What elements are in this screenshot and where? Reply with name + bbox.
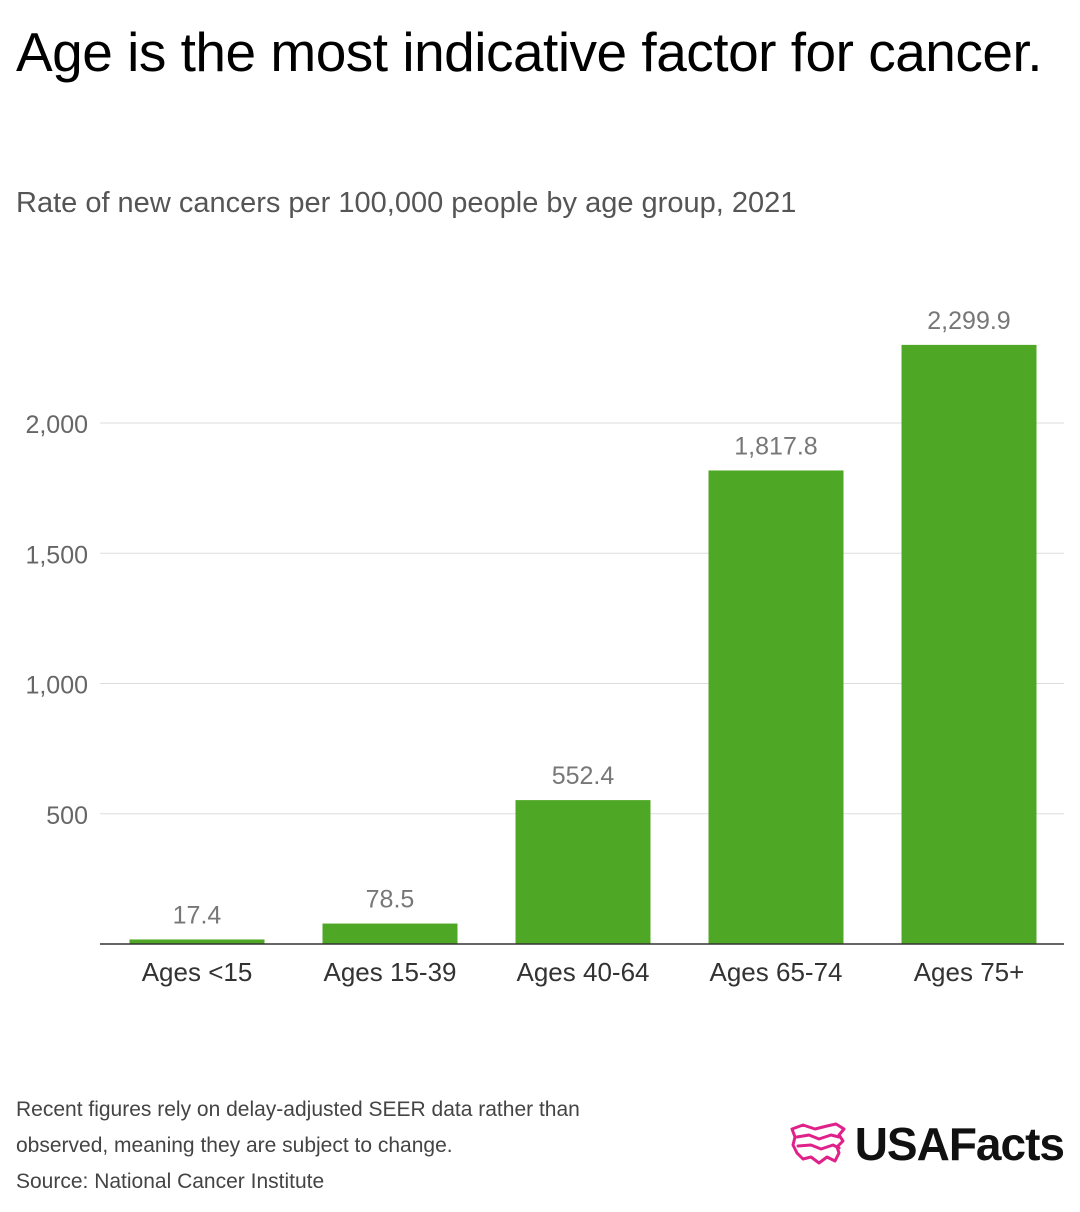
data-label: 17.4 (173, 901, 222, 929)
bars (129, 344, 1037, 944)
data-label: 2,299.9 (927, 307, 1010, 335)
y-tick-label: 500 (46, 802, 88, 830)
y-tick-label: 1,000 (25, 672, 88, 700)
x-axis-labels: Ages <15 Ages 15-39 Ages 40-64 Ages 65-74 Ag… (142, 957, 1025, 987)
data-label: 1,817.8 (734, 432, 817, 460)
y-tick-label: 2,000 (25, 411, 88, 439)
value-labels: 17.4 78.5 552.4 1,817.8 2,299.9 (173, 307, 1011, 930)
x-tick-label: Ages 15-39 (324, 957, 457, 987)
chart-subtitle: Rate of new cancers per 100,000 people b… (16, 187, 797, 219)
footnote-line-1: Recent figures rely on delay-adjusted SE… (16, 1098, 580, 1121)
brand-logo: USAFacts (789, 1116, 1065, 1172)
chart-title: Age is the most indicative factor for ca… (16, 21, 1043, 83)
y-axis-ticks: 500 1,000 1,500 2,000 (25, 411, 88, 830)
bar-chart: 500 1,000 1,500 2,000 17.4 78.5 552.4 1,817.8 2… (25, 307, 1064, 987)
bar (708, 470, 844, 944)
data-label: 78.5 (366, 886, 415, 914)
footnote-line-2: observed, meaning they are subject to ch… (16, 1134, 453, 1157)
data-label: 552.4 (552, 762, 615, 790)
x-tick-label: Ages 65-74 (710, 957, 843, 987)
brand-name: USAFacts (854, 1118, 1065, 1170)
bar (322, 923, 458, 944)
bar (515, 800, 651, 944)
bar (129, 939, 265, 944)
x-tick-label: Ages 75+ (914, 957, 1025, 987)
footnote: Recent figures rely on delay-adjusted SE… (16, 1092, 716, 1200)
x-tick-label: Ages 40-64 (517, 957, 650, 987)
x-tick-label: Ages <15 (142, 957, 253, 987)
y-tick-label: 1,500 (25, 541, 88, 569)
source-note: Source: National Cancer Institute (16, 1170, 325, 1193)
bar (901, 344, 1037, 944)
usa-map-icon (790, 1122, 846, 1165)
